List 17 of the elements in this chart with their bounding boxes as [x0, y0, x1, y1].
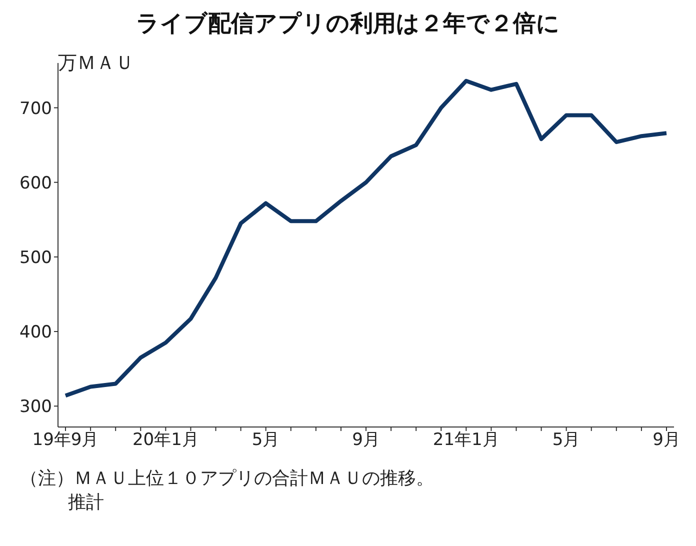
- x-tick-label: 5月: [252, 430, 280, 450]
- y-axis-title: 万ＭＡＵ: [58, 51, 134, 76]
- text: （注）ＭＡＵ上位１０アプリの合計ＭＡＵの推移。: [19, 467, 435, 491]
- text: 推計: [67, 491, 105, 516]
- x-tick-label: 9月: [652, 430, 680, 450]
- x-tick-label: 19年9月: [32, 430, 99, 450]
- y-tick-label: 400: [20, 322, 52, 343]
- x-tick-label: 20年1月: [132, 430, 199, 450]
- y-tick-label: 600: [20, 173, 52, 194]
- line-series: [64, 78, 668, 398]
- y-tick-label: 300: [20, 397, 52, 418]
- y-tick-label: 500: [20, 248, 52, 268]
- x-tick-label: 9月: [352, 430, 380, 450]
- y-tick-label: 700: [20, 98, 52, 119]
- x-tick-label: 5月: [552, 430, 580, 450]
- chart-title: ライブ配信アプリの利用は２年で２倍に: [135, 10, 561, 39]
- x-tick-label: 21年1月: [432, 430, 500, 450]
